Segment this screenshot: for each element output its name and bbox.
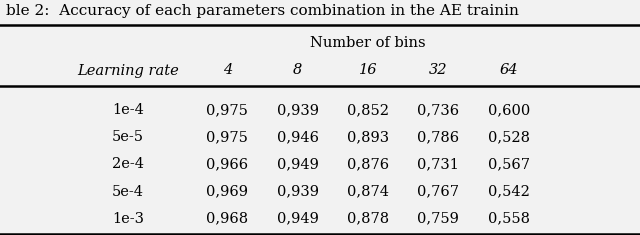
- Text: 0,975: 0,975: [206, 103, 248, 118]
- Text: ble 2:  Accuracy of each parameters combination in the AE trainin: ble 2: Accuracy of each parameters combi…: [6, 4, 519, 18]
- Text: 0,969: 0,969: [206, 184, 248, 199]
- Text: 0,874: 0,874: [347, 184, 389, 199]
- Text: 8: 8: [293, 63, 302, 78]
- Text: 0,966: 0,966: [206, 157, 248, 172]
- Text: 32: 32: [429, 63, 447, 78]
- Text: 5e-4: 5e-4: [112, 184, 144, 199]
- Text: 0,949: 0,949: [276, 157, 319, 172]
- Text: 4: 4: [223, 63, 232, 78]
- Text: 0,949: 0,949: [276, 212, 319, 226]
- Text: 16: 16: [359, 63, 377, 78]
- Text: 0,528: 0,528: [488, 130, 530, 145]
- Text: 0,759: 0,759: [417, 212, 460, 226]
- Text: 0,731: 0,731: [417, 157, 460, 172]
- Text: 0,558: 0,558: [488, 212, 530, 226]
- Text: 0,600: 0,600: [488, 103, 530, 118]
- Text: 0,939: 0,939: [276, 184, 319, 199]
- Text: 2e-4: 2e-4: [112, 157, 144, 172]
- Text: Number of bins: Number of bins: [310, 36, 426, 51]
- Text: 0,767: 0,767: [417, 184, 460, 199]
- Text: Learning rate: Learning rate: [77, 63, 179, 78]
- Text: 0,567: 0,567: [488, 157, 530, 172]
- Text: 0,893: 0,893: [347, 130, 389, 145]
- Text: 0,736: 0,736: [417, 103, 460, 118]
- Text: 0,852: 0,852: [347, 103, 389, 118]
- Text: 0,946: 0,946: [276, 130, 319, 145]
- Text: 1e-3: 1e-3: [112, 212, 144, 226]
- Text: 0,542: 0,542: [488, 184, 530, 199]
- Text: 64: 64: [500, 63, 518, 78]
- Text: 5e-5: 5e-5: [112, 130, 144, 145]
- Text: 1e-4: 1e-4: [112, 103, 144, 118]
- Text: 0,975: 0,975: [206, 130, 248, 145]
- Text: 0,876: 0,876: [347, 157, 389, 172]
- Text: 0,968: 0,968: [206, 212, 248, 226]
- Text: 0,939: 0,939: [276, 103, 319, 118]
- Text: 0,878: 0,878: [347, 212, 389, 226]
- Text: 0,786: 0,786: [417, 130, 460, 145]
